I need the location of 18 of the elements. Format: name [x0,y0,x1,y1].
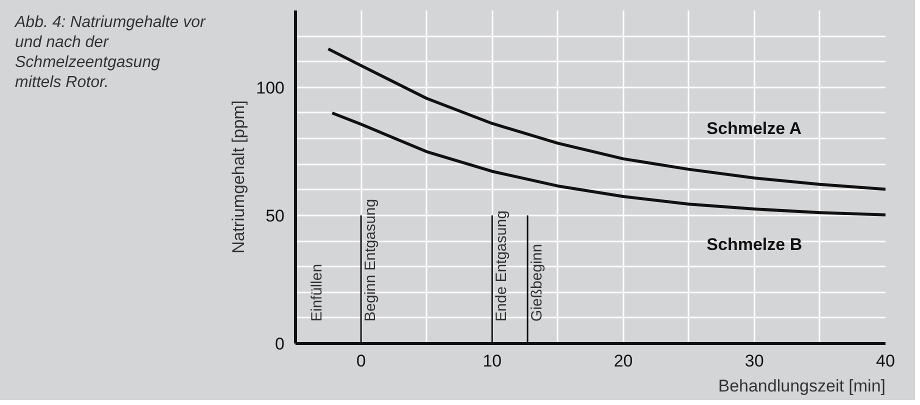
x-tick-label: 40 [876,352,895,370]
series-label: Schmelze A [706,119,802,138]
y-tick-label: 0 [275,334,285,354]
ref-line-label: Gießbeginn [528,244,546,322]
x-tick-label: 20 [614,352,633,370]
y-tick-label: 100 [256,78,285,98]
text: Abb. 4: Natriumgehalte vor und nach der Schmelzeentgasung mittels Rotor. [15,13,207,93]
x-tick-label: 0 [356,352,366,370]
x-axis-title: Behandlungszeit [min] [718,376,886,396]
line-series [326,47,886,191]
series-label: Schmelze B [706,235,802,254]
annotation: Einfüllen [308,264,326,322]
ref-line-label: Ende Entgasung [493,210,510,322]
ref-line-label: Beginn Entgasung [362,198,380,322]
x-tick-label: 30 [744,352,764,370]
y-axis-title: Natriumgehalt [ppm] [229,100,248,254]
y-tick-label: 50 [266,206,285,226]
x-tick-label: 10 [482,352,502,370]
